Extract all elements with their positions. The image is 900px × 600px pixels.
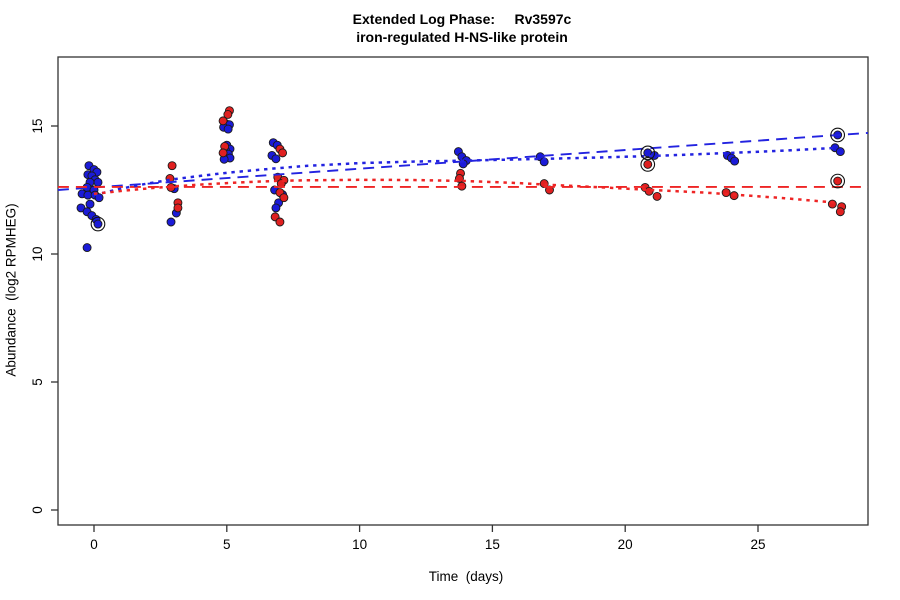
y-tick-label: 15 [30,118,45,133]
data-point-red [279,193,289,203]
highlight-rings [90,127,846,232]
data-point-red [218,116,228,126]
data-point-blue [93,219,103,229]
data-point-blue [85,199,95,209]
data-point-red [827,199,837,209]
plot-subtitle: iron-regulated H-NS-like protein [356,29,568,45]
data-point-blue [93,177,103,187]
y-tick-label: 10 [30,246,45,261]
x-tick-label: 0 [90,537,98,552]
axis-ticks: 0 5 10 15 20 25 0 5 10 15 [30,118,766,552]
trend-lines [57,131,869,205]
highlight-ring [90,216,106,232]
data-point-blue [82,243,92,253]
data-point-red [223,110,233,119]
data-point-blue [271,203,281,213]
data-point-blue [94,193,104,203]
plot-border [57,56,869,526]
highlight-ring [830,173,846,189]
plot-box [57,56,869,526]
data-point-red [833,176,843,186]
data-point-blue [730,156,740,166]
data-points [76,106,847,253]
data-point-blue [271,154,281,164]
data-point-red [167,161,177,171]
y-tick-label: 0 [30,506,45,514]
highlight-ring [640,145,656,161]
trend-line-blue-smooth-fit [93,146,838,197]
plot-title: Extended Log Phase: Rv3597c [352,11,572,27]
data-point-red [278,148,288,158]
y-axis-label: Abundance (log2 RPMHEG) [3,203,19,377]
data-point-red [643,159,653,169]
data-point-red [275,217,285,227]
data-point-blue [223,124,233,134]
x-tick-label: 15 [485,537,500,552]
x-tick-label: 20 [618,537,633,552]
data-point-blue [835,147,845,157]
x-tick-label: 5 [223,537,231,552]
x-tick-label: 10 [352,537,367,552]
data-point-red [721,188,731,198]
highlight-ring [640,157,656,172]
data-point-red [652,191,662,201]
highlight-ring [830,127,846,143]
data-point-blue [166,217,176,227]
data-point-red [218,148,228,158]
data-point-red [644,186,654,196]
y-tick-label: 5 [30,378,45,386]
trend-line-red-smooth-fit [93,178,838,205]
data-point-red [173,203,183,213]
x-tick-label: 25 [750,537,765,552]
x-axis-label: Time (days) [428,569,504,584]
data-point-red [835,207,845,217]
